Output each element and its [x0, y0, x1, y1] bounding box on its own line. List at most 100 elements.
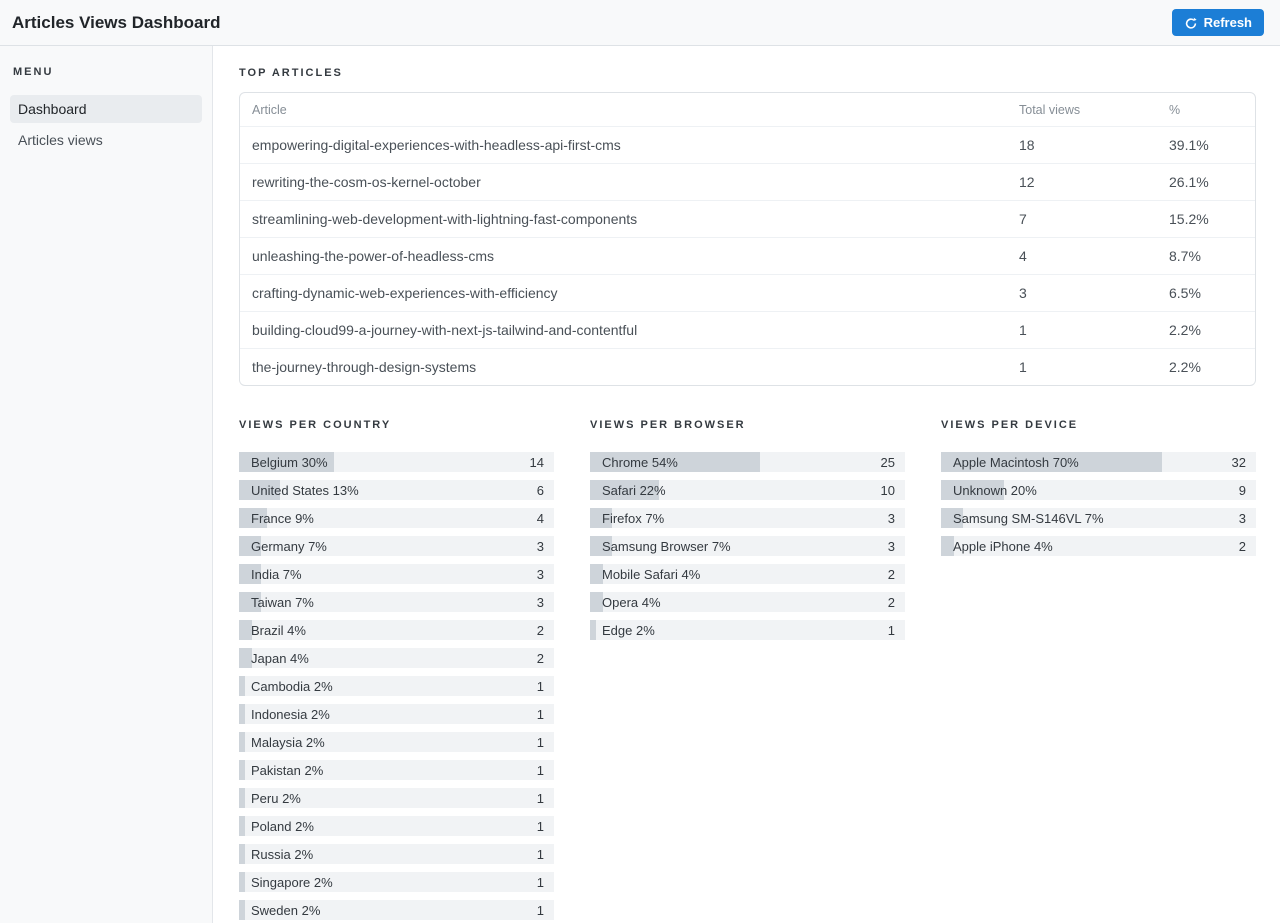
- bar-label: Malaysia 2%: [251, 734, 325, 750]
- bar-value: 1: [536, 706, 544, 722]
- bar-value: 2: [887, 566, 895, 582]
- bar-label: Peru 2%: [251, 790, 301, 806]
- bar-label: India 7%: [251, 566, 302, 582]
- bar-fill: [941, 508, 964, 528]
- bar-label: Samsung Browser 7%: [602, 538, 731, 554]
- table-row: streamlining-web-development-with-lightn…: [240, 200, 1255, 238]
- bar-fill: [239, 452, 334, 472]
- bar-row: Taiwan 7% 3: [239, 592, 554, 612]
- bar-value: 3: [887, 510, 895, 526]
- total-views-cell: 1: [1007, 311, 1157, 349]
- bar-value: 32: [1231, 454, 1246, 470]
- bar-value: 14: [529, 454, 544, 470]
- bar-label: Indonesia 2%: [251, 706, 330, 722]
- bar-row: Germany 7% 3: [239, 536, 554, 556]
- bar-label: France 9%: [251, 510, 314, 526]
- bar-fill: [590, 592, 603, 612]
- sidebar-item-dashboard[interactable]: Dashboard: [10, 95, 202, 123]
- bar-value: 3: [1238, 510, 1246, 526]
- table-header: Article Total views %: [240, 93, 1255, 127]
- refresh-button-label: Refresh: [1203, 15, 1252, 30]
- bar-row: Japan 4% 2: [239, 648, 554, 668]
- table-row: crafting-dynamic-web-experiences-with-ef…: [240, 274, 1255, 312]
- app-header: Articles Views Dashboard Refresh: [0, 0, 1280, 46]
- bar-fill: [239, 704, 246, 724]
- bar-label: Brazil 4%: [251, 622, 306, 638]
- layout: MENU Dashboard Articles views TOP ARTICL…: [0, 46, 1280, 923]
- percent-cell: 6.5%: [1157, 274, 1255, 312]
- bar-label: Samsung SM-S146VL 7%: [953, 510, 1104, 526]
- total-views-cell: 3: [1007, 274, 1157, 312]
- bar-fill: [590, 564, 603, 584]
- bar-value: 2: [536, 622, 544, 638]
- section-title-views-per-country: VIEWS PER COUNTRY: [239, 419, 392, 431]
- bar-row: India 7% 3: [239, 564, 554, 584]
- bar-fill: [941, 480, 1004, 500]
- bar-value: 1: [536, 846, 544, 862]
- bar-label: Taiwan 7%: [251, 594, 314, 610]
- bar-fill: [239, 564, 262, 584]
- section-title-views-per-device: VIEWS PER DEVICE: [941, 419, 1079, 431]
- section-title-views-per-browser: VIEWS PER BROWSER: [590, 419, 746, 431]
- bar-fill: [239, 788, 246, 808]
- bar-fill: [590, 620, 597, 640]
- bar-value: 1: [887, 622, 895, 638]
- views-per-browser-section: VIEWS PER BROWSER Chrome 54% 25: [590, 419, 905, 648]
- bar-row: Pakistan 2% 1: [239, 760, 554, 780]
- country-bar-list: Belgium 30% 14 United States 13% 6: [239, 452, 554, 920]
- bar-row: Mobile Safari 4% 2: [590, 564, 905, 584]
- bar-value: 2: [887, 594, 895, 610]
- bar-value: 3: [536, 566, 544, 582]
- bar-value: 3: [887, 538, 895, 554]
- table-row: empowering-digital-experiences-with-head…: [240, 126, 1255, 164]
- refresh-button[interactable]: Refresh: [1171, 9, 1264, 36]
- bar-value: 1: [536, 762, 544, 778]
- bar-fill: [590, 480, 660, 500]
- bar-value: 1: [536, 790, 544, 806]
- sidebar-menu-label: MENU: [13, 66, 54, 78]
- bar-value: 1: [536, 902, 544, 918]
- total-views-cell: 7: [1007, 200, 1157, 238]
- percent-cell: 2.2%: [1157, 348, 1255, 385]
- table-row: the-journey-through-design-systems 1 2.2…: [240, 348, 1255, 385]
- bar-fill: [941, 452, 1162, 472]
- bar-row: Russia 2% 1: [239, 844, 554, 864]
- bar-fill: [239, 480, 280, 500]
- article-slug-cell: rewriting-the-cosm-os-kernel-october: [240, 163, 1007, 201]
- article-slug-cell: the-journey-through-design-systems: [240, 348, 1007, 385]
- bar-fill: [239, 648, 252, 668]
- bar-value: 4: [536, 510, 544, 526]
- bar-label: Germany 7%: [251, 538, 327, 554]
- bar-label: Apple Macintosh 70%: [953, 454, 1079, 470]
- total-views-cell: 1: [1007, 348, 1157, 385]
- browser-bar-list: Chrome 54% 25 Safari 22% 10: [590, 452, 905, 640]
- bar-fill: [239, 816, 246, 836]
- bar-row: Malaysia 2% 1: [239, 732, 554, 752]
- views-per-country-section: VIEWS PER COUNTRY Belgium 30% 14: [239, 419, 554, 923]
- bar-fill: [239, 536, 262, 556]
- bar-fill: [590, 508, 613, 528]
- bar-row: United States 13% 6: [239, 480, 554, 500]
- bar-label: Cambodia 2%: [251, 678, 333, 694]
- bar-fill: [941, 536, 954, 556]
- bar-row: Brazil 4% 2: [239, 620, 554, 640]
- bar-label: Opera 4%: [602, 594, 661, 610]
- bar-fill: [239, 844, 246, 864]
- page-title: Articles Views Dashboard: [12, 12, 221, 32]
- sidebar-item-articles-views[interactable]: Articles views: [10, 126, 202, 154]
- article-slug-cell: crafting-dynamic-web-experiences-with-ef…: [240, 274, 1007, 312]
- percent-cell: 8.7%: [1157, 237, 1255, 275]
- article-slug-cell: streamlining-web-development-with-lightn…: [240, 200, 1007, 238]
- bar-row: Apple iPhone 4% 2: [941, 536, 1256, 556]
- bar-row: Poland 2% 1: [239, 816, 554, 836]
- table-row: rewriting-the-cosm-os-kernel-october 12 …: [240, 163, 1255, 201]
- bar-label: Japan 4%: [251, 650, 309, 666]
- bar-row: Peru 2% 1: [239, 788, 554, 808]
- bar-fill: [239, 900, 246, 920]
- bar-row: Edge 2% 1: [590, 620, 905, 640]
- bar-row: Safari 22% 10: [590, 480, 905, 500]
- main-content: TOP ARTICLES Article Total views %: [213, 46, 1280, 923]
- bar-fill: [239, 508, 268, 528]
- device-bar-list: Apple Macintosh 70% 32 Unknown 20% 9: [941, 452, 1256, 556]
